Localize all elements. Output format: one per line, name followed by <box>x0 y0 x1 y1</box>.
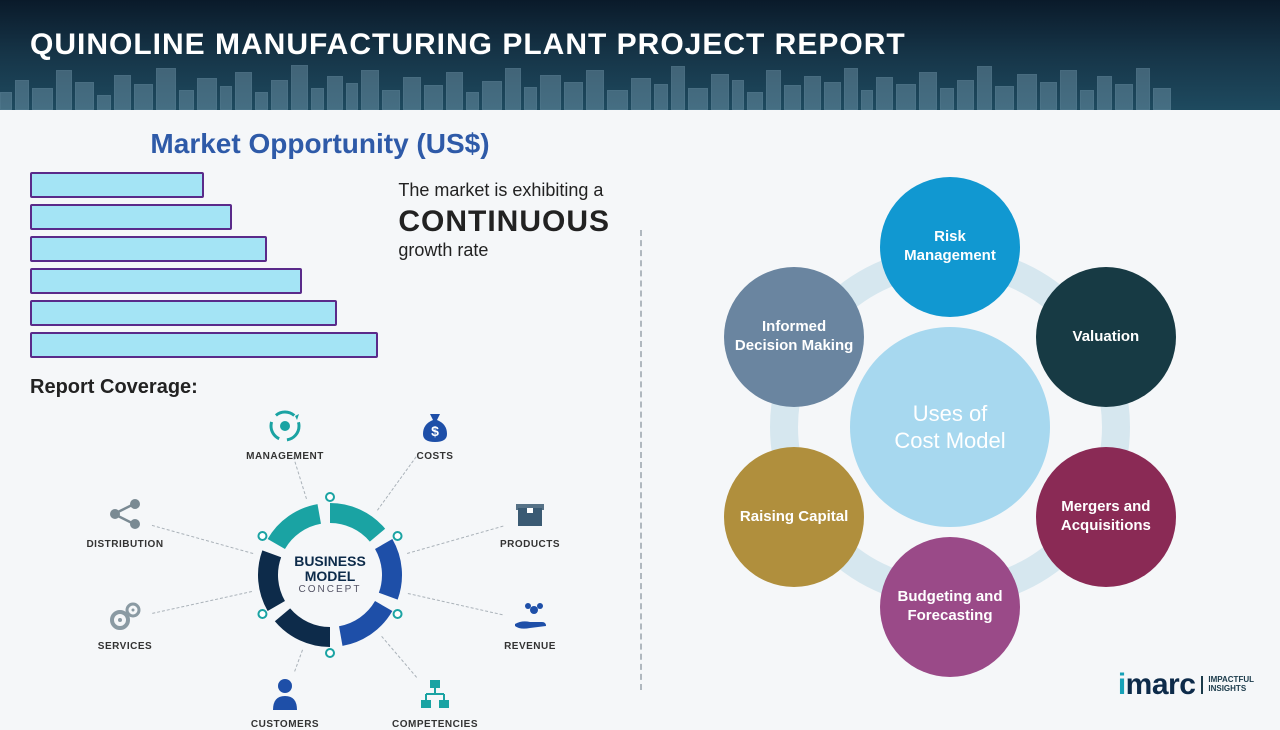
bm-line2: MODEL <box>294 569 366 584</box>
coverage-item-label: REVENUE <box>475 641 585 652</box>
cost-model-center: Uses ofCost Model <box>850 327 1050 527</box>
org-chart-icon <box>414 673 456 715</box>
coverage-item-label: COMPETENCIES <box>380 719 490 730</box>
coverage-item-label: DISTRIBUTION <box>70 539 180 550</box>
coverage-item-label: SERVICES <box>70 641 180 652</box>
lightbulb-cycle-icon <box>264 405 306 447</box>
market-text-line3: growth rate <box>398 240 610 261</box>
cost-node-budgeting-and-forecasting: Budgeting and Forecasting <box>880 537 1020 677</box>
coverage-item-customers: CUSTOMERS <box>230 673 340 730</box>
coverage-item-products: PRODUCTS <box>475 493 585 550</box>
market-text-block: The market is exhibiting a CONTINUOUS gr… <box>398 172 610 261</box>
coverage-item-label: CUSTOMERS <box>230 719 340 730</box>
business-model-center-text: BUSINESS MODEL CONCEPT <box>294 554 366 596</box>
logo-text: imarc <box>1118 668 1196 702</box>
box-icon <box>509 493 551 535</box>
coverage-title: Report Coverage: <box>30 376 610 399</box>
market-bar <box>30 172 204 198</box>
share-nodes-icon <box>104 493 146 535</box>
cost-node-mergers-and-acquisitions: Mergers and Acquisitions <box>1036 447 1176 587</box>
coverage-item-management: MANAGEMENT <box>230 405 340 462</box>
coverage-diagram: BUSINESS MODEL CONCEPT MANAGEMENT $ COSTS D… <box>50 405 610 705</box>
brand-logo: imarc IMPACTFUL INSIGHTS <box>1118 668 1254 702</box>
market-bar <box>30 204 232 230</box>
person-icon <box>264 673 306 715</box>
market-bar-chart <box>30 172 378 358</box>
market-opportunity-title: Market Opportunity (US$) <box>30 128 610 160</box>
market-text-line1: The market is exhibiting a <box>398 180 610 201</box>
coverage-item-distribution: DISTRIBUTION <box>70 493 180 550</box>
market-bar <box>30 332 378 358</box>
page-title: QUINOLINE MANUFACTURING PLANT PROJECT RE… <box>0 0 1280 62</box>
market-bar <box>30 268 302 294</box>
content-area: Market Opportunity (US$) The market is e… <box>0 110 1280 720</box>
header-banner: QUINOLINE MANUFACTURING PLANT PROJECT RE… <box>0 0 1280 110</box>
coverage-item-label: COSTS <box>380 451 490 462</box>
svg-text:$: $ <box>431 423 439 439</box>
logo-tagline: IMPACTFUL INSIGHTS <box>1201 676 1254 694</box>
business-model-ring: BUSINESS MODEL CONCEPT <box>245 490 415 660</box>
coverage-item-competencies: COMPETENCIES <box>380 673 490 730</box>
market-bar <box>30 236 267 262</box>
coverage-item-label: PRODUCTS <box>475 539 585 550</box>
coverage-item-costs: $ COSTS <box>380 405 490 462</box>
logo-sub2: INSIGHTS <box>1208 685 1254 694</box>
right-panel: Uses ofCost Model Risk ManagementValuati… <box>630 110 1270 720</box>
bm-line3: CONCEPT <box>294 585 366 596</box>
coverage-item-services: SERVICES <box>70 595 180 652</box>
gears-icon <box>104 595 146 637</box>
coverage-item-label: MANAGEMENT <box>230 451 340 462</box>
left-panel: Market Opportunity (US$) The market is e… <box>0 110 630 720</box>
coverage-item-revenue: REVENUE <box>475 595 585 652</box>
bm-line1: BUSINESS <box>294 554 366 569</box>
money-bag-icon: $ <box>414 405 456 447</box>
cost-node-informed-decision-making: Informed Decision Making <box>724 267 864 407</box>
cost-model-diagram: Uses ofCost Model Risk ManagementValuati… <box>680 157 1220 697</box>
cost-node-risk-management: Risk Management <box>880 177 1020 317</box>
cost-node-raising-capital: Raising Capital <box>724 447 864 587</box>
market-text-emphasis: CONTINUOUS <box>398 205 610 238</box>
market-bar <box>30 300 337 326</box>
cost-node-valuation: Valuation <box>1036 267 1176 407</box>
skyline-decoration <box>0 60 1280 110</box>
market-row: The market is exhibiting a CONTINUOUS gr… <box>30 172 610 358</box>
hand-coins-icon <box>509 595 551 637</box>
